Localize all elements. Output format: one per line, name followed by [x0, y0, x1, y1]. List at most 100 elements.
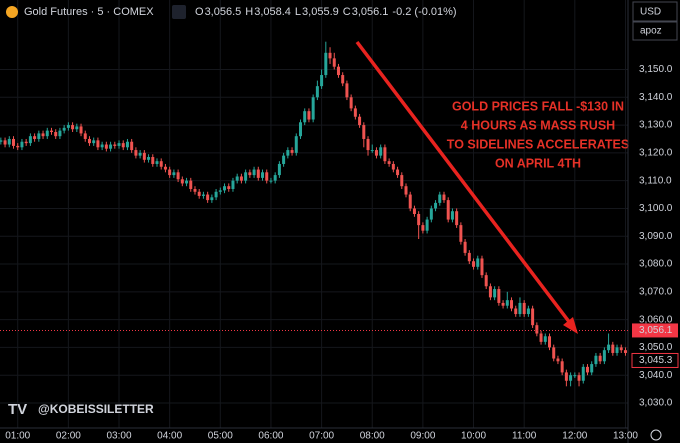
candle-body [206, 194, 210, 201]
candle-body [391, 163, 395, 170]
candle-body [429, 208, 433, 220]
trend-arrow [355, 40, 572, 325]
candle-body [522, 302, 526, 315]
candle-body [353, 108, 357, 117]
candle-body [41, 133, 45, 137]
candle-body [125, 141, 129, 148]
candle-body [265, 172, 269, 181]
candle-body [290, 150, 294, 153]
candle-body [180, 179, 184, 184]
annotation-line: ON APRIL 4TH [495, 156, 581, 170]
ohlc-value: 3,056.5 [205, 6, 242, 18]
candle-body [294, 136, 298, 153]
x-tick-label: 11:00 [512, 431, 537, 442]
candle-body [71, 125, 75, 130]
ohlc-value: 3,055.9 [302, 6, 339, 18]
candle-body [615, 347, 619, 353]
candle-body [488, 286, 492, 298]
candle-body [79, 126, 83, 134]
candle-body [248, 172, 252, 176]
candle-body [227, 186, 231, 189]
candle-body [197, 191, 201, 196]
candle-body [45, 130, 49, 137]
candle-body [159, 161, 163, 167]
candle-body [564, 372, 568, 381]
candle-body [560, 361, 564, 373]
y-tick-label: 3,080.0 [639, 259, 673, 270]
candle-body [58, 130, 62, 137]
y-tick-label: 3,100.0 [639, 203, 673, 214]
candle-body [446, 200, 450, 220]
candle-body [96, 140, 100, 148]
candle-body [548, 336, 551, 348]
candle-body [252, 169, 256, 176]
candle-body [75, 126, 79, 130]
candle-body [20, 141, 24, 148]
candle-body [518, 302, 522, 315]
unit[interactable]: apoz [640, 26, 662, 37]
y-tick-label: 3,130.0 [639, 120, 673, 131]
ohlc-value: 3,058.4 [254, 6, 291, 18]
candle-body [134, 150, 138, 156]
eye-button[interactable] [172, 5, 186, 19]
candle-body [396, 169, 400, 176]
change: -0.2 (-0.01%) [392, 6, 456, 18]
candle-body [345, 83, 349, 98]
candle-body [585, 366, 589, 373]
candle-body [417, 214, 421, 226]
settings-button[interactable] [650, 429, 662, 441]
candle-body [155, 161, 159, 164]
candle-body [214, 191, 218, 198]
annotation-line: 4 HOURS AS MASS RUSH [461, 118, 615, 132]
candle-body [387, 161, 391, 164]
candle-body [163, 166, 167, 170]
ohlc-value: 3,056.1 [352, 6, 389, 18]
candle-body [311, 97, 315, 120]
y-tick-label: 3,060.0 [639, 314, 673, 325]
candle-body [594, 355, 598, 365]
candle-body [117, 143, 121, 146]
arrow-head [563, 317, 578, 334]
x-tick-label: 09:00 [410, 431, 435, 442]
candle-body [54, 132, 58, 137]
candle-body [404, 186, 408, 195]
axes: 3,030.0 3,040.0 3,050.0 3,060.0 3,070.0 3,080… [0, 64, 679, 442]
candle-body [438, 194, 442, 203]
candle-body [332, 58, 336, 67]
y-tick-label: 3,140.0 [639, 92, 673, 103]
candle-body [231, 180, 235, 189]
candle-body [113, 144, 117, 146]
currency[interactable]: USD [640, 7, 661, 18]
grid [0, 0, 628, 428]
candle-body [307, 111, 311, 120]
candle-body [383, 147, 387, 162]
candle-body [531, 308, 535, 326]
candle-body [556, 358, 560, 362]
y-tick-label: 3,050.0 [639, 342, 673, 353]
x-tick-label: 03:00 [107, 431, 132, 442]
candle-body [49, 130, 53, 133]
candle-body [109, 144, 113, 149]
annotation-line: TO SIDELINES ACCELERATES [447, 137, 629, 151]
currency-box[interactable] [632, 1, 678, 22]
candle-body [493, 289, 497, 298]
candle-body [261, 172, 265, 178]
y-tick-label: 3,110.0 [639, 175, 672, 186]
candle-body [62, 127, 66, 131]
unit-box[interactable] [632, 21, 678, 41]
candle-body [552, 347, 556, 359]
x-tick-label: 02:00 [56, 431, 81, 442]
candle-body [366, 138, 370, 151]
candle-body [168, 169, 172, 176]
candle-body [602, 350, 606, 362]
price-label: 3,056.1 [639, 325, 673, 336]
candle-body [476, 258, 480, 267]
candle-body [450, 211, 454, 220]
candle-body [535, 325, 539, 334]
candle-body [442, 194, 446, 201]
candle-body [172, 172, 176, 176]
candle-body [210, 197, 214, 201]
candle-body [472, 261, 476, 267]
